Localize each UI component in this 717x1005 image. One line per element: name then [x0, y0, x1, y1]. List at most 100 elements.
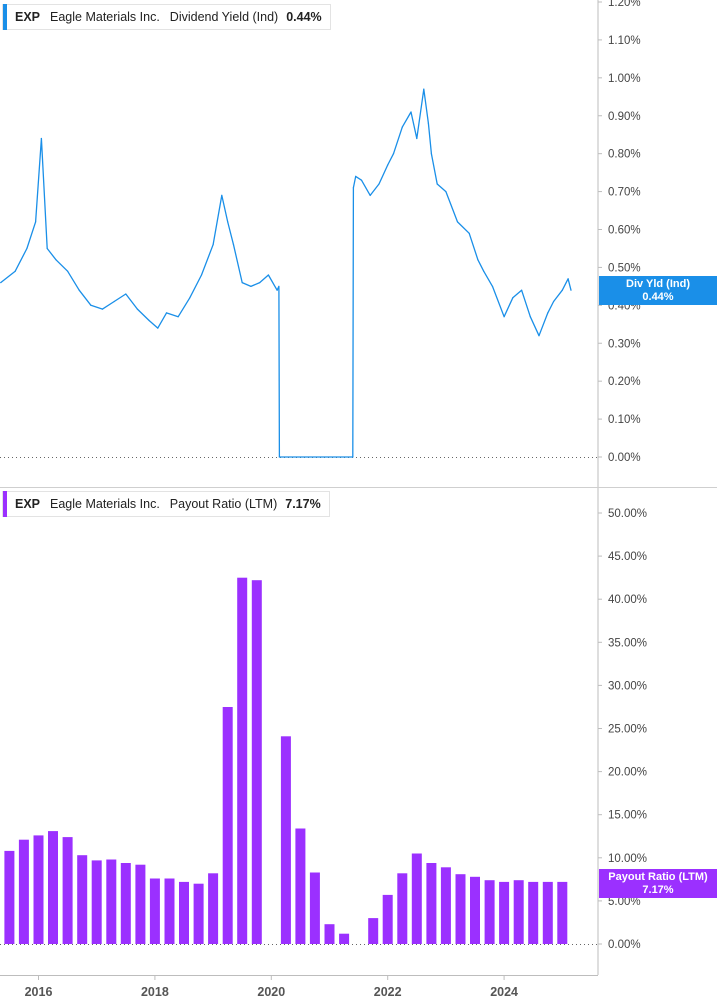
payout-ratio-bar: [48, 831, 58, 944]
payout-ratio-bar: [179, 881, 189, 944]
dividend-yield-point: [55, 259, 57, 261]
dividend-yield-value-tag: Div Yld (Ind) 0.44%: [599, 276, 717, 305]
legend-metric: Payout Ratio (LTM): [169, 497, 278, 511]
y-tick-label: 0.20%: [608, 376, 641, 388]
y-tick-label: 0.50%: [608, 262, 641, 274]
dividend-yield-point: [189, 297, 191, 299]
payout-ratio-bar: [397, 873, 408, 944]
dividend-yield-point: [212, 244, 214, 246]
dividend-yield-point: [157, 327, 159, 329]
dividend-yield-point: [512, 297, 514, 299]
dividend-yield-point: [360, 179, 363, 181]
payout-ratio-bar: [513, 880, 524, 944]
dividend-yield-point: [232, 244, 235, 246]
payout-ratio-bar: [237, 577, 248, 944]
y-tick-label: 30.00%: [608, 680, 647, 692]
y-tick-label: 5.00%: [608, 896, 641, 908]
payout-ratio-bar: [222, 707, 233, 944]
dividend-yield-point: [40, 137, 43, 140]
payout-ratio-bar: [440, 867, 451, 944]
chart-frame: [0, 0, 717, 976]
payout-ratio-bar: [106, 859, 117, 944]
payout-ratio-bar: [542, 881, 553, 944]
legend-company: Eagle Materials Inc.: [50, 10, 160, 24]
legend-ticker: EXP: [15, 10, 41, 24]
payout-ratio-bar: [251, 580, 262, 944]
payout-ratio-bar: [120, 863, 131, 944]
dividend-yield-point: [26, 247, 28, 250]
payout-ratio-legend: EXP Eagle Materials Inc. Payout Ratio (L…: [2, 491, 330, 517]
y-tick-label: 0.80%: [608, 149, 641, 161]
y-tick-label: 15.00%: [608, 810, 647, 822]
y-tick-label: 40.00%: [608, 594, 647, 606]
payout-ratio-bar: [382, 894, 393, 944]
payout-ratio-bar: [33, 835, 44, 944]
dividend-yield-point: [352, 456, 354, 458]
y-tick-label: 45.00%: [608, 551, 647, 563]
dividend-yield-point: [46, 247, 48, 250]
y-tick-label: 35.00%: [608, 637, 647, 649]
y-tick-label: 0.70%: [608, 187, 641, 199]
legend-ticker: EXP: [15, 497, 41, 511]
tag-value: 7.17%: [642, 884, 674, 896]
payout-ratio-bar: [455, 874, 466, 944]
dividend-yield-point: [90, 304, 92, 306]
dividend-yield-point: [276, 289, 278, 291]
dividend-yield-point: [355, 175, 357, 177]
y-tick-label: 10.00%: [608, 853, 647, 865]
y-tick-label: 0.00%: [608, 939, 641, 951]
payout-ratio-swatch: [3, 491, 7, 517]
dividend-yield-point: [416, 137, 418, 140]
dividend-yield-point: [410, 111, 412, 113]
dividend-yield-line: [0, 88, 572, 458]
payout-ratio-bar: [426, 863, 437, 944]
y-tick-label: 50.00%: [608, 508, 647, 520]
dividend-yield-point: [378, 183, 380, 185]
legend-metric: Dividend Yield (Ind): [169, 10, 279, 24]
dividend-yield-point: [136, 308, 138, 310]
dividend-yield-point: [491, 285, 494, 287]
dividend-yield-point: [125, 293, 127, 295]
y-tick-label: 0.90%: [608, 111, 641, 123]
payout-ratio-bar: [135, 864, 146, 944]
y-tick-label: 0.30%: [608, 338, 641, 350]
payout-ratio-bar: [149, 878, 160, 944]
dividend-yield-point: [78, 289, 80, 291]
dividend-yield-point: [14, 270, 16, 272]
legend-value: 7.17%: [285, 497, 321, 511]
payout-ratio-bar: [208, 873, 219, 944]
dividend-yield-point: [165, 312, 168, 314]
dividend-yield-point: [423, 88, 425, 90]
x-tick-label: 2024: [490, 985, 518, 999]
y-tick-label: 1.00%: [608, 73, 641, 85]
dividend-yield-point: [547, 312, 549, 314]
payout-ratio-bar: [280, 736, 291, 944]
dividend-yield-point: [369, 194, 371, 196]
payout-ratio-bar: [528, 881, 539, 944]
payout-ratio-plot: [4, 577, 568, 944]
dividend-yield-point: [553, 300, 555, 303]
dividend-yield-point: [0, 282, 2, 284]
payout-ratio-bar: [91, 860, 102, 944]
dividend-yield-point: [67, 270, 69, 272]
payout-ratio-bar: [484, 880, 495, 944]
x-tick-label: 2020: [257, 985, 285, 999]
dividend-yield-point: [148, 319, 150, 322]
legend-value: 0.44%: [286, 10, 322, 24]
payout-ratio-bar: [62, 837, 73, 944]
payout-ratio-bar: [193, 883, 204, 944]
y-tick-label: 1.20%: [608, 0, 641, 9]
dividend-yield-point: [456, 221, 459, 223]
dividend-yield-point: [567, 278, 569, 280]
dividend-yield-point: [250, 285, 252, 287]
y-tick-label: 20.00%: [608, 767, 647, 779]
dividend-yield-point: [267, 274, 269, 276]
payout-ratio-bar: [77, 855, 88, 944]
payout-ratio-bar: [411, 853, 422, 944]
legend-company: Eagle Materials Inc.: [50, 497, 160, 511]
dividend-yield-point: [427, 122, 429, 124]
dividend-yield-plot: [0, 88, 572, 458]
dividend-yield-point: [221, 194, 223, 196]
x-tick-label: 2018: [141, 985, 169, 999]
